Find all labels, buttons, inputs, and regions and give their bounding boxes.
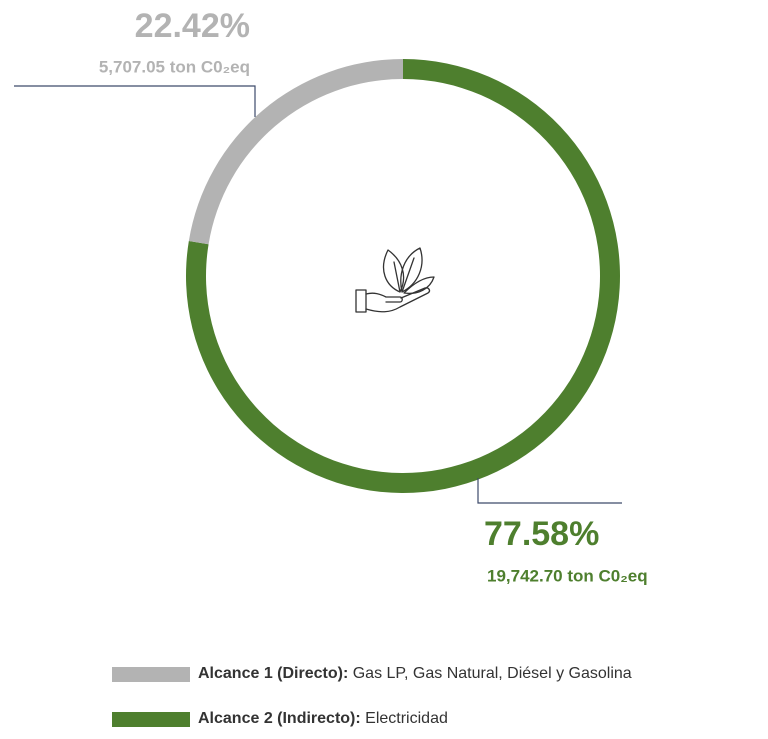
legend-description: Electricidad xyxy=(365,710,448,727)
value-label: 22.42% xyxy=(135,7,250,45)
leader-line xyxy=(14,85,256,117)
legend-swatch xyxy=(112,667,190,682)
legend-name: Alcance 1 (Directo): xyxy=(198,665,348,682)
donut-segment xyxy=(188,59,403,245)
legend-label: Alcance 2 (Indirecto): Electricidad xyxy=(198,710,448,727)
plant-icon xyxy=(355,247,435,313)
legend-label: Alcance 1 (Directo): Gas LP, Gas Natural… xyxy=(198,665,632,682)
legend-description: Gas LP, Gas Natural, Diésel y Gasolina xyxy=(353,665,632,682)
legend-swatch xyxy=(112,712,190,727)
amount-label: 19,742.70 ton C0₂eq xyxy=(487,566,648,585)
legend-name: Alcance 2 (Indirecto): xyxy=(198,710,361,727)
amount-label: 5,707.05 ton C0₂eq xyxy=(99,57,250,76)
leader-line xyxy=(477,478,622,504)
value-label: 77.58% xyxy=(484,515,599,553)
